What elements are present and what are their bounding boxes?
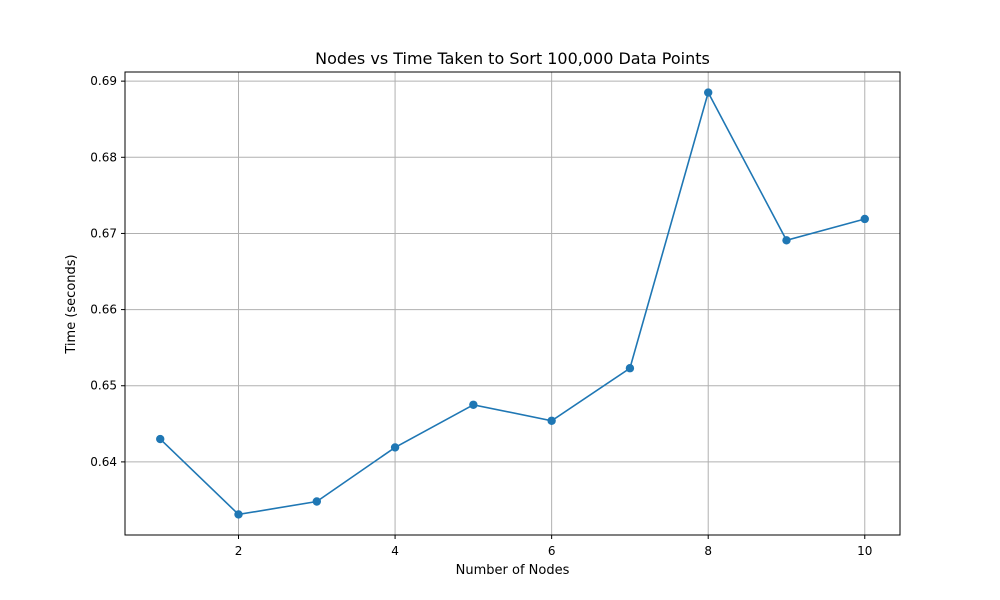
y-tick-label: 0.66 — [90, 303, 117, 317]
y-tick-label: 0.65 — [90, 379, 117, 393]
chart-title: Nodes vs Time Taken to Sort 100,000 Data… — [315, 49, 710, 68]
data-point — [704, 88, 713, 97]
data-point — [860, 214, 869, 224]
y-axis-label: Time (seconds) — [64, 254, 79, 354]
data-point — [234, 510, 243, 519]
data-point — [782, 236, 791, 245]
plot-area-frame — [124, 71, 901, 536]
y-axis-ticks: 0.64 0.65 0.66 0.67 0.68 0.69 — [90, 74, 125, 469]
y-tick-label: 0.67 — [90, 226, 117, 240]
x-tick-label: 10 — [857, 544, 872, 558]
series-line — [159, 90, 865, 516]
data-point — [156, 434, 165, 444]
x-axis-ticks: 2 4 6 8 10 — [235, 535, 872, 558]
x-tick-label: 8 — [704, 544, 712, 558]
x-tick-label: 6 — [548, 544, 556, 558]
y-tick-label: 0.69 — [90, 74, 117, 88]
series-layer — [156, 88, 869, 519]
data-point — [390, 443, 400, 452]
x-tick-label: 4 — [391, 544, 399, 558]
x-tick-label: 2 — [235, 544, 243, 558]
data-point — [469, 400, 478, 409]
data-point — [625, 364, 635, 373]
data-point — [547, 416, 556, 425]
x-axis-label: Number of Nodes — [456, 563, 570, 578]
y-tick-label: 0.64 — [90, 455, 117, 469]
grid-lines — [125, 72, 900, 535]
data-point — [312, 497, 321, 506]
y-tick-label: 0.68 — [90, 150, 117, 164]
